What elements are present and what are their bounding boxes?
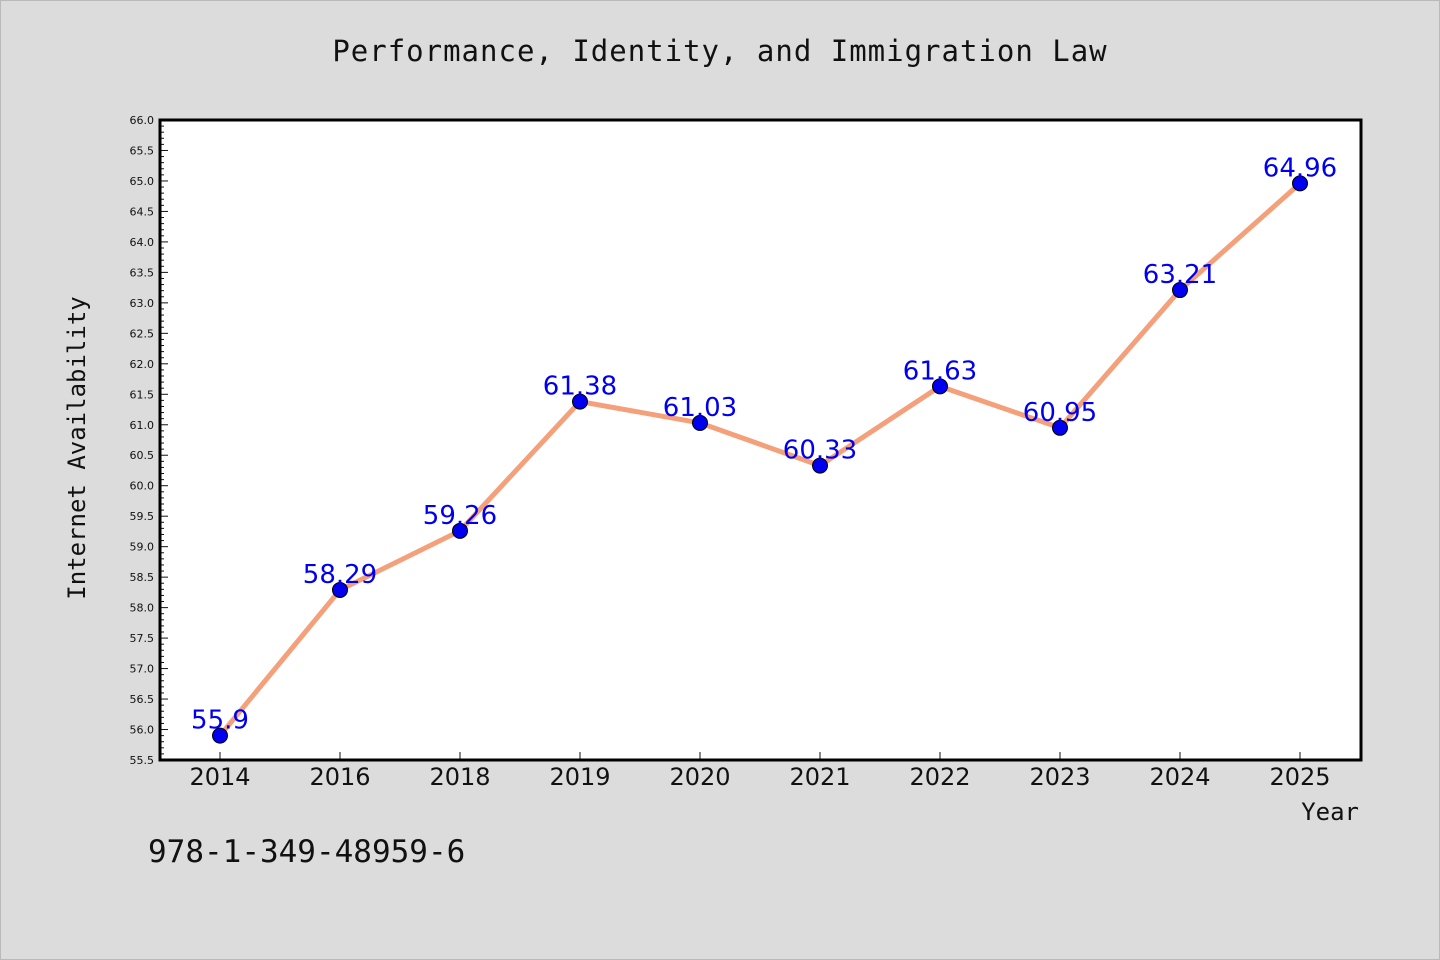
data-label: 63.21 — [1143, 260, 1217, 290]
y-tick-label: 65.5 — [130, 144, 155, 157]
data-point — [692, 414, 708, 431]
data-label: 64.96 — [1263, 153, 1337, 183]
x-tick-label: 2024 — [1149, 763, 1210, 791]
y-tick-label: 64.5 — [130, 205, 155, 218]
y-tick-label: 60.5 — [130, 449, 155, 462]
data-label: 58.29 — [303, 560, 377, 590]
x-tick-label: 2023 — [1029, 763, 1090, 791]
data-point — [452, 522, 468, 539]
chart-title: Performance, Identity, and Immigration L… — [332, 34, 1108, 68]
data-point — [812, 457, 828, 474]
data-label: 60.95 — [1023, 398, 1097, 428]
y-tick-label: 56.5 — [130, 693, 155, 706]
data-point — [332, 581, 348, 598]
y-tick-label: 59.5 — [130, 510, 155, 523]
y-tick-label: 57.0 — [130, 663, 155, 676]
data-point — [572, 393, 588, 410]
y-tick-label: 66.0 — [130, 114, 155, 127]
y-tick-label: 61.5 — [130, 388, 155, 401]
data-label: 61.63 — [903, 356, 977, 386]
data-label: 55.9 — [191, 706, 249, 736]
y-tick-label: 60.0 — [130, 480, 155, 493]
y-tick-label: 65.0 — [130, 175, 155, 188]
data-point — [212, 727, 228, 744]
y-axis-label: Internet Availability — [63, 296, 91, 599]
plot-background — [160, 120, 1361, 760]
isbn-text: 978-1-349-48959-6 — [148, 834, 466, 870]
series-line — [217, 180, 1303, 739]
y-tick-label: 63.0 — [130, 297, 155, 310]
y-tick-label: 62.5 — [130, 327, 155, 340]
y-tick-label: 55.5 — [130, 754, 155, 767]
y-tick-label: 58.0 — [130, 602, 155, 615]
plot-border — [158, 118, 1363, 762]
plot-area: 55.5 56.0 56.5 57.0 57.5 58.0 58.5 59.0 59.5 60.0… — [63, 114, 1363, 826]
y-tick-label: 57.5 — [130, 632, 155, 645]
data-label: 61.03 — [663, 393, 737, 423]
x-tick-label: 2016 — [309, 763, 370, 791]
x-tick-label: 2025 — [1269, 763, 1330, 791]
x-tick-label: 2021 — [789, 763, 850, 791]
y-tick-label: 58.5 — [130, 571, 155, 584]
data-point — [1052, 419, 1068, 436]
y-tick-label: 62.0 — [130, 358, 155, 371]
x-tick-label: 2019 — [549, 763, 610, 791]
x-tick-label: 2020 — [669, 763, 730, 791]
x-tick-label: 2014 — [189, 763, 250, 791]
x-tick-label: 2018 — [429, 763, 490, 791]
y-tick-label: 59.0 — [130, 541, 155, 554]
data-label: 60.33 — [783, 436, 857, 466]
y-tick-label: 61.0 — [130, 419, 155, 432]
data-label: 61.38 — [543, 372, 617, 402]
data-point — [1172, 282, 1188, 299]
x-axis-label: Year — [1301, 798, 1359, 826]
data-point — [932, 378, 948, 395]
data-point — [1292, 175, 1308, 192]
data-label: 59.26 — [423, 501, 497, 531]
y-tick-label: 56.0 — [130, 724, 155, 737]
y-tick-label: 63.5 — [130, 266, 155, 279]
x-tick-label: 2022 — [909, 763, 970, 791]
y-tick-label: 64.0 — [130, 236, 155, 249]
